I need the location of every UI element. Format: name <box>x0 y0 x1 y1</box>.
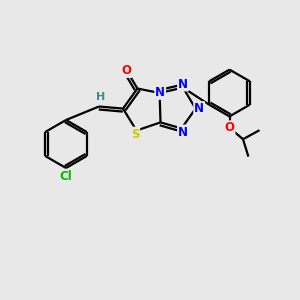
Text: N: N <box>155 86 165 99</box>
Text: O: O <box>122 64 132 77</box>
Text: O: O <box>224 121 235 134</box>
Text: Cl: Cl <box>60 170 72 184</box>
Text: H: H <box>96 92 105 103</box>
Text: N: N <box>178 125 188 139</box>
Text: N: N <box>178 77 188 91</box>
Text: N: N <box>194 102 204 115</box>
Text: S: S <box>131 128 139 141</box>
